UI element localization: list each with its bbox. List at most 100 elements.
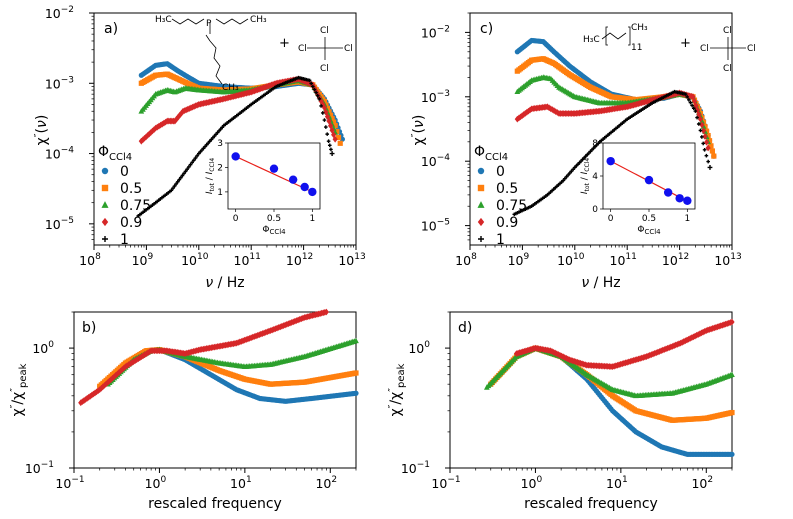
data-point xyxy=(700,127,707,135)
data-point xyxy=(320,111,325,115)
data-point xyxy=(353,390,359,396)
panel-a-label: a) xyxy=(104,21,118,37)
data-point xyxy=(691,106,696,111)
inset-data-point xyxy=(663,188,673,197)
data-point xyxy=(327,143,332,148)
panel-b-series xyxy=(78,308,359,407)
inset-x-tick-label: 1 xyxy=(684,214,690,224)
ccl4-structure-c: Cl Cl Cl Cl xyxy=(700,26,756,74)
data-point xyxy=(97,386,103,394)
data-point xyxy=(729,451,735,457)
data-point xyxy=(335,134,342,140)
data-point xyxy=(687,97,691,102)
data-point xyxy=(326,139,331,143)
data-point xyxy=(192,158,196,163)
x-tick-label: 1010 xyxy=(557,252,585,268)
svg-text:Cl: Cl xyxy=(700,44,709,54)
data-point xyxy=(190,160,194,165)
data-point xyxy=(185,167,189,171)
y-tick-label: 10−2 xyxy=(45,5,74,21)
data-point xyxy=(315,93,320,98)
data-point xyxy=(329,147,333,152)
ccl4-structure-a: Cl Cl Cl Cl xyxy=(298,26,353,74)
data-point xyxy=(314,90,318,95)
legend-label: 0.9 xyxy=(496,215,518,231)
y-tick-label: 10−2 xyxy=(421,24,450,40)
x-tick-label: 108 xyxy=(455,252,477,268)
data-point xyxy=(121,364,127,372)
panel-d-series xyxy=(483,318,735,457)
x-tick-label: 101 xyxy=(606,475,628,491)
inset-y-tick-label: 1 xyxy=(217,188,223,198)
inset-y-tick-label: 0 xyxy=(592,205,598,215)
x-tick-label: 1013 xyxy=(714,252,741,268)
x-tick-label: 1011 xyxy=(610,252,637,268)
inset-y-tick-label: 2 xyxy=(217,163,223,173)
inset: 0 0.5 1 1 2 3 ΦCCl4 Itot / ICCl4 xyxy=(205,139,321,236)
x-tick-label: 101 xyxy=(230,475,252,491)
svg-text:CH₃: CH₃ xyxy=(631,23,648,33)
data-point xyxy=(329,151,335,156)
data-point xyxy=(311,84,315,89)
series-1 xyxy=(136,75,335,218)
panel-b-ticks: 10−1 100 101 102 10−1 100 xyxy=(25,311,357,491)
data-point xyxy=(709,148,715,154)
y-tick-label: 10−3 xyxy=(421,89,450,105)
data-point xyxy=(195,153,199,158)
svg-text:Cl: Cl xyxy=(344,44,353,54)
data-point xyxy=(729,409,735,416)
data-point xyxy=(188,162,193,167)
inset-y-tick-label: 4 xyxy=(592,172,598,182)
molecule-label: CH₃ xyxy=(250,15,267,25)
inset-x-tick-label: 0.5 xyxy=(642,214,656,224)
data-point xyxy=(690,103,694,108)
data-point xyxy=(149,127,156,135)
data-point xyxy=(696,122,701,126)
legend-marker xyxy=(477,201,485,208)
y-tick-label: 10−5 xyxy=(421,218,450,234)
data-point xyxy=(334,128,340,135)
molecule-label: CH₃ xyxy=(222,83,239,93)
data-point xyxy=(702,148,707,152)
data-point xyxy=(105,379,111,386)
legend-marker xyxy=(477,184,485,192)
legend-label: 0.5 xyxy=(496,181,518,197)
data-point xyxy=(175,180,180,184)
data-point xyxy=(683,92,688,96)
legend-marker xyxy=(478,236,484,242)
inset-y-tick-label: 8 xyxy=(592,139,598,149)
inset-fit-line xyxy=(235,155,313,193)
data-point xyxy=(353,337,359,344)
inset-data-point xyxy=(675,194,684,203)
svg-text:Cl: Cl xyxy=(747,44,756,54)
panel-d-xlabel: rescaled frequency xyxy=(524,496,658,512)
inset-data-point xyxy=(231,152,240,161)
legend-label: 0.9 xyxy=(120,215,142,231)
svg-text:Cl: Cl xyxy=(320,26,329,36)
data-point xyxy=(179,175,183,180)
data-point xyxy=(113,371,119,379)
data-point xyxy=(729,318,735,326)
data-point xyxy=(323,308,329,316)
inset-data-point xyxy=(300,182,309,192)
data-point xyxy=(177,177,182,182)
panel-b-ylabel: χ″/χ″peak xyxy=(9,363,29,416)
data-point xyxy=(322,118,327,122)
data-point xyxy=(694,106,701,114)
data-point xyxy=(693,109,698,113)
data-point xyxy=(706,159,710,164)
data-point xyxy=(174,182,178,186)
legend-marker xyxy=(477,167,485,175)
data-point xyxy=(695,115,699,120)
panel-b-frame xyxy=(73,311,357,469)
data-point xyxy=(321,104,328,112)
legend-label: 0.5 xyxy=(120,181,142,197)
x-tick-label: 102 xyxy=(315,475,337,491)
data-point xyxy=(332,135,338,143)
legend-label: 0 xyxy=(120,164,129,180)
data-point xyxy=(329,116,335,122)
